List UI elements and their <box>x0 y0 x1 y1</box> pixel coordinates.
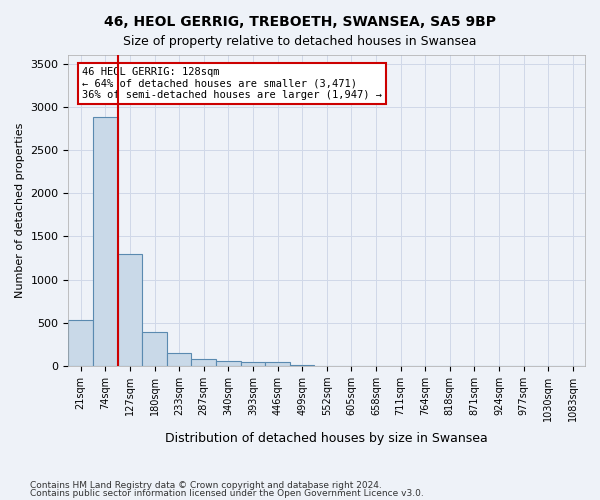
Text: 46, HEOL GERRIG, TREBOETH, SWANSEA, SA5 9BP: 46, HEOL GERRIG, TREBOETH, SWANSEA, SA5 … <box>104 15 496 29</box>
Bar <box>68 320 93 366</box>
Text: Contains public sector information licensed under the Open Government Licence v3: Contains public sector information licen… <box>30 488 424 498</box>
Bar <box>93 117 118 366</box>
Bar <box>142 332 167 366</box>
Text: 46 HEOL GERRIG: 128sqm
← 64% of detached houses are smaller (3,471)
36% of semi-: 46 HEOL GERRIG: 128sqm ← 64% of detached… <box>82 67 382 100</box>
Bar <box>241 362 265 366</box>
X-axis label: Distribution of detached houses by size in Swansea: Distribution of detached houses by size … <box>166 432 488 445</box>
Y-axis label: Number of detached properties: Number of detached properties <box>15 123 25 298</box>
Bar <box>118 254 142 366</box>
Text: Size of property relative to detached houses in Swansea: Size of property relative to detached ho… <box>123 35 477 48</box>
Bar <box>167 352 191 366</box>
Bar <box>191 359 216 366</box>
Bar <box>216 361 241 366</box>
Text: Contains HM Land Registry data © Crown copyright and database right 2024.: Contains HM Land Registry data © Crown c… <box>30 481 382 490</box>
Bar <box>265 362 290 366</box>
